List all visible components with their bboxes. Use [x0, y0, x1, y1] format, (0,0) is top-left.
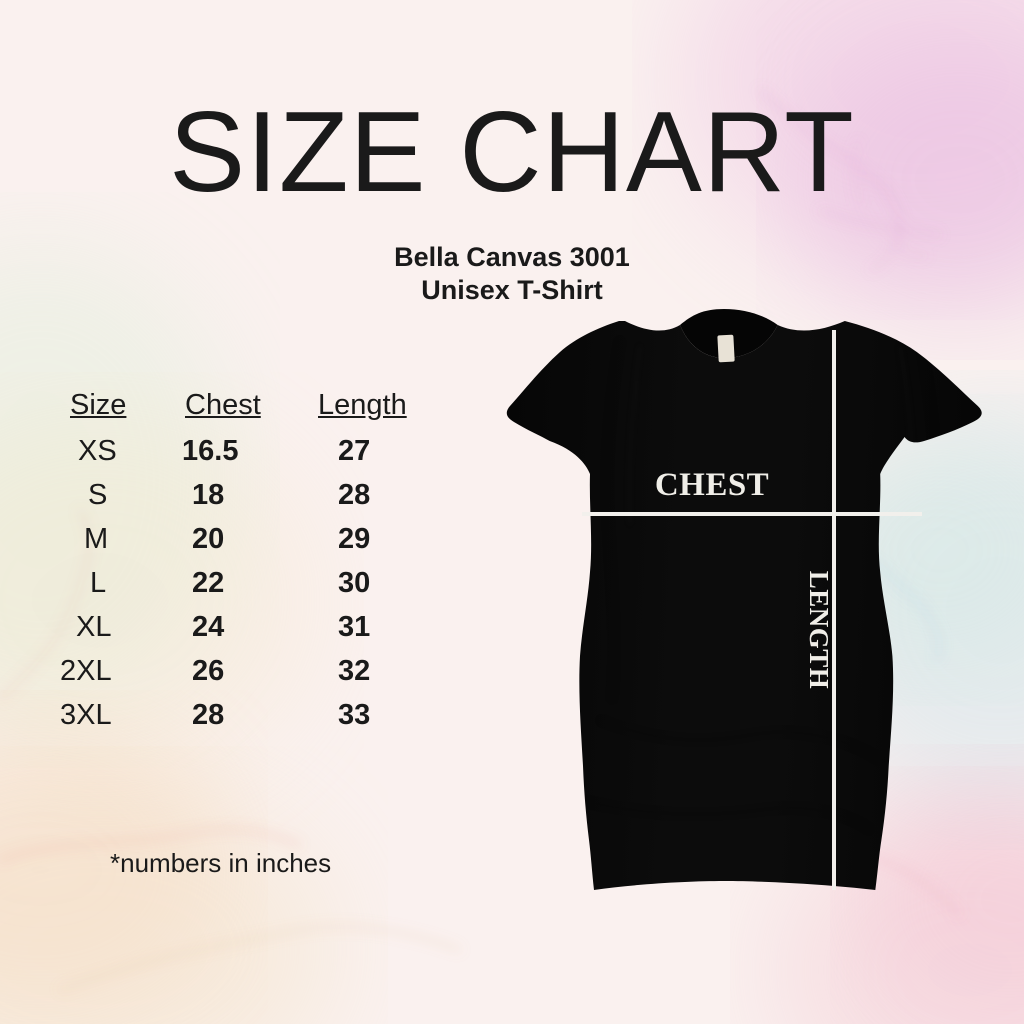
svg-text:LENGTH: LENGTH [804, 571, 834, 690]
svg-text:CHEST: CHEST [655, 467, 769, 503]
